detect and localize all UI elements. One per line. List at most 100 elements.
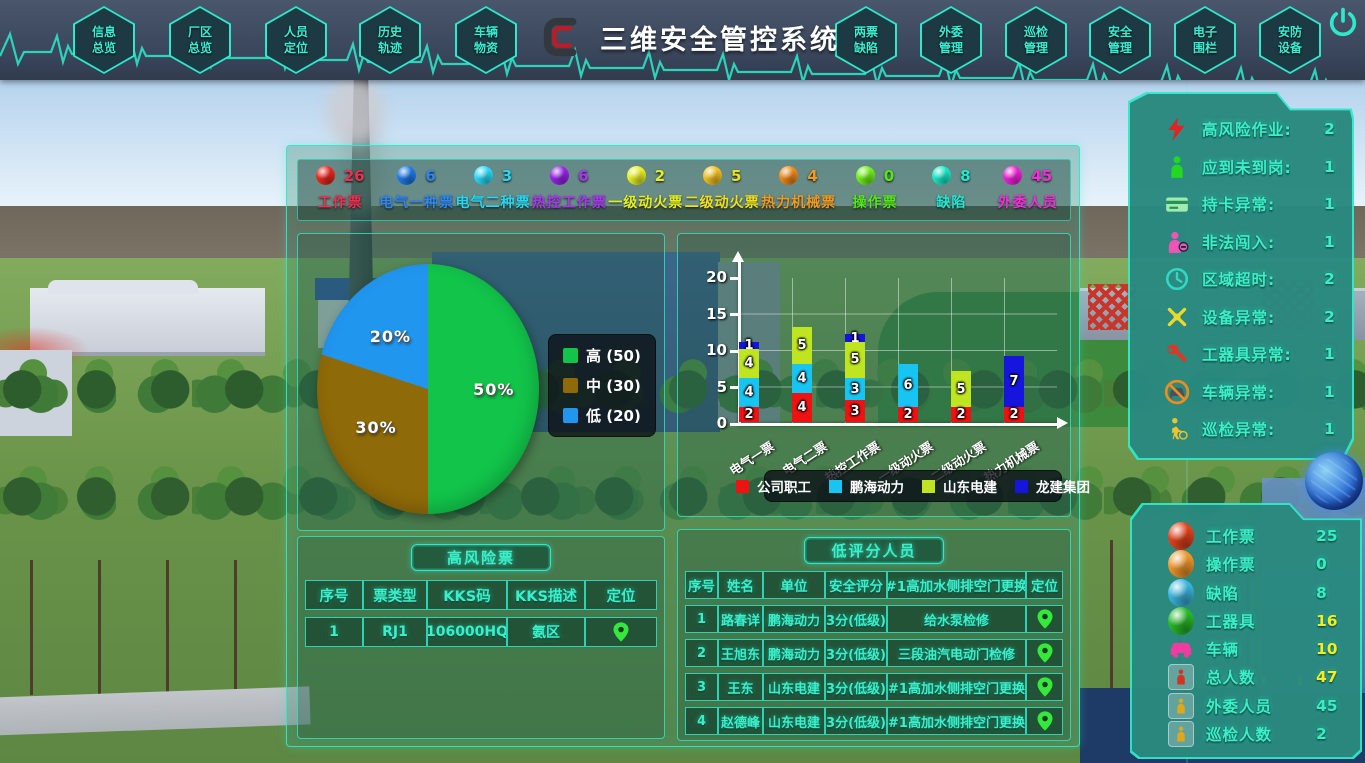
high-risk-title-button[interactable]: 高风险票: [411, 544, 551, 571]
person-red-icon: [1168, 664, 1194, 691]
stat-label: 外委人员: [1206, 697, 1273, 716]
nav-label-line2: 缺陷: [853, 40, 878, 55]
nav-label-line2: 围栏: [1192, 40, 1217, 55]
nav-label-line1: 历史: [377, 25, 402, 40]
alarm-label: 持卡异常:: [1202, 196, 1276, 214]
center-dashboard-panel: 26 工作票 6 电气一种票 3 电气二种票 6 热控工作票 2 一级动火票 5 二级动火票 4 热力机械…: [286, 145, 1090, 747]
nav-label-line2: 总览: [91, 40, 116, 55]
ticket-legend-count-row: 2: [626, 166, 665, 185]
table-cell: 路春详: [718, 605, 763, 633]
table-cell: 1: [305, 617, 363, 647]
sphere-green: [1168, 606, 1194, 635]
table-row: 1 路春详 鹏海动力 3分(低级) 给水泵检修: [685, 605, 1063, 633]
nav-label-line2: 管理: [938, 40, 963, 55]
table-cell: 山东电建: [763, 673, 825, 701]
low-score-title-button[interactable]: 低评分人员: [804, 537, 944, 564]
site-stats-panel: 工作票 25 操作票 0 缺陷 8 工器具 16 车辆 10 总人数 47 外委人员 45 巡检人数 2: [1130, 503, 1362, 759]
bar-legend-text: 山东电建: [943, 480, 997, 496]
ticket-dot-icon: [779, 166, 799, 185]
ticket-label: 一级动火票: [608, 195, 684, 211]
nav-hex-label-wrap: 人员 定位: [267, 8, 325, 72]
stat-item: 车辆 10: [1168, 636, 1352, 662]
sphere-green: [1168, 606, 1194, 635]
alarm-value: 1: [1324, 420, 1335, 438]
map-pin-icon[interactable]: [1034, 710, 1056, 732]
table-header-cell: #1高加水侧排空门更换: [887, 571, 1026, 599]
alarm-item: 持卡异常: 1: [1164, 191, 1342, 217]
bar-segment: 1: [739, 338, 759, 353]
ticket-bar-chart-panel: 0 5 10 15 20 2 4 4 1 电气一票 4 4 5 电气二票 3 3 5 1 热控工作票 2 6 一级动火票 2…: [677, 233, 1090, 517]
map-pin-icon[interactable]: [1034, 676, 1056, 698]
ticket-legend-strip: 26 工作票 6 电气一种票 3 电气二种票 6 热控工作票 2 一级动火票 5 二级动火票 4 热力机械…: [297, 159, 1071, 221]
person-figure-tile: [1168, 692, 1194, 719]
ticket-dot-icon: [702, 166, 722, 185]
alarm-value: 1: [1324, 157, 1335, 176]
pie-slice-label: 20%: [369, 327, 412, 347]
bar-segment-value: 4: [797, 370, 807, 386]
table-cell: 3分(低级): [825, 605, 887, 633]
ticket-dot-icon: [855, 166, 875, 185]
table-pin-cell: [1026, 673, 1063, 701]
stat-value: 8: [1316, 583, 1327, 602]
ticket-count: 45: [1031, 166, 1053, 185]
ticket-dot-icon: [932, 166, 952, 185]
scene-smoke-2: [344, 120, 382, 215]
table-cell: 王旭东: [718, 639, 763, 667]
power-icon[interactable]: [1326, 6, 1360, 40]
ticket-count: 3: [501, 166, 513, 185]
ticket-count: 0: [883, 166, 895, 185]
person-gold-icon: [1168, 720, 1194, 747]
stat-label: 操作票: [1206, 556, 1256, 575]
bar-segment-value: 1: [744, 337, 754, 353]
table-cell: 3分(低级): [825, 673, 887, 701]
y-tick-mark: [730, 386, 738, 389]
alarm-label: 巡检异常:: [1202, 421, 1276, 439]
nav-label-line2: 管理: [1107, 40, 1132, 55]
sphere-blue: [1168, 578, 1194, 607]
bar-segment: 7: [1004, 356, 1024, 408]
ticket-legend-item: 3 电气二种票: [455, 166, 531, 212]
stat-value: 45: [1316, 696, 1338, 715]
bar-segment: 3: [845, 400, 865, 422]
alarm-value: 2: [1324, 120, 1335, 138]
table-cell: #1高加水侧排空门更换: [887, 673, 1026, 701]
table-header-cell: 序号: [305, 580, 363, 610]
map-pin-icon[interactable]: [1034, 608, 1056, 630]
ticket-label: 操作票: [852, 195, 898, 211]
ticket-count: 8: [960, 166, 971, 185]
nav-hex-label-wrap: 信息 总览: [75, 8, 133, 72]
table-pin-cell: [1026, 707, 1063, 735]
table-header-cell: 安全评分: [825, 571, 887, 599]
nav-label-line1: 两票: [853, 25, 878, 40]
scene-tree-trunks: [0, 560, 300, 695]
table-header-cell: 票类型: [363, 580, 427, 610]
ticket-legend-item: 26 工作票: [302, 166, 378, 212]
table-cell: 王东: [718, 673, 763, 701]
table-cell: 三段油汽电动门检修: [887, 639, 1026, 667]
pie-legend-item: 低 (20): [563, 405, 641, 426]
ticket-legend-count-row: 6: [397, 166, 436, 185]
scene-building-white-roof: [48, 280, 198, 294]
bar-legend-item: 鹏海动力: [829, 476, 904, 496]
stat-value: 16: [1316, 611, 1338, 630]
stats-list: 工作票 25 操作票 0 缺陷 8 工器具 16 车辆 10 总人数 47 外委人员 45 巡检人数 2: [1132, 505, 1360, 757]
nav-label-line2: 设备: [1277, 40, 1302, 55]
globe-icon[interactable]: [1305, 452, 1363, 510]
pie-legend-swatch: [563, 408, 578, 423]
ticket-dot-icon: [550, 166, 570, 185]
alarm-value: 1: [1324, 195, 1335, 213]
table-cell: 赵德峰: [718, 707, 763, 735]
sphere-orange: [1168, 550, 1194, 579]
map-pin-icon[interactable]: [1034, 642, 1056, 664]
y-tick-label: 5: [716, 377, 727, 396]
ticket-legend-item: 2 一级动火票: [608, 166, 684, 212]
nav-hex-label-wrap: 厂区 总览: [171, 8, 229, 72]
table-cell: 3分(低级): [825, 707, 887, 735]
table-pin-cell: [1026, 605, 1063, 633]
y-tick-label: 0: [716, 414, 727, 432]
alarm-item: 巡检异常: 1: [1164, 416, 1342, 442]
bar-segment-value: 4: [744, 356, 754, 372]
map-pin-icon[interactable]: [610, 621, 632, 643]
